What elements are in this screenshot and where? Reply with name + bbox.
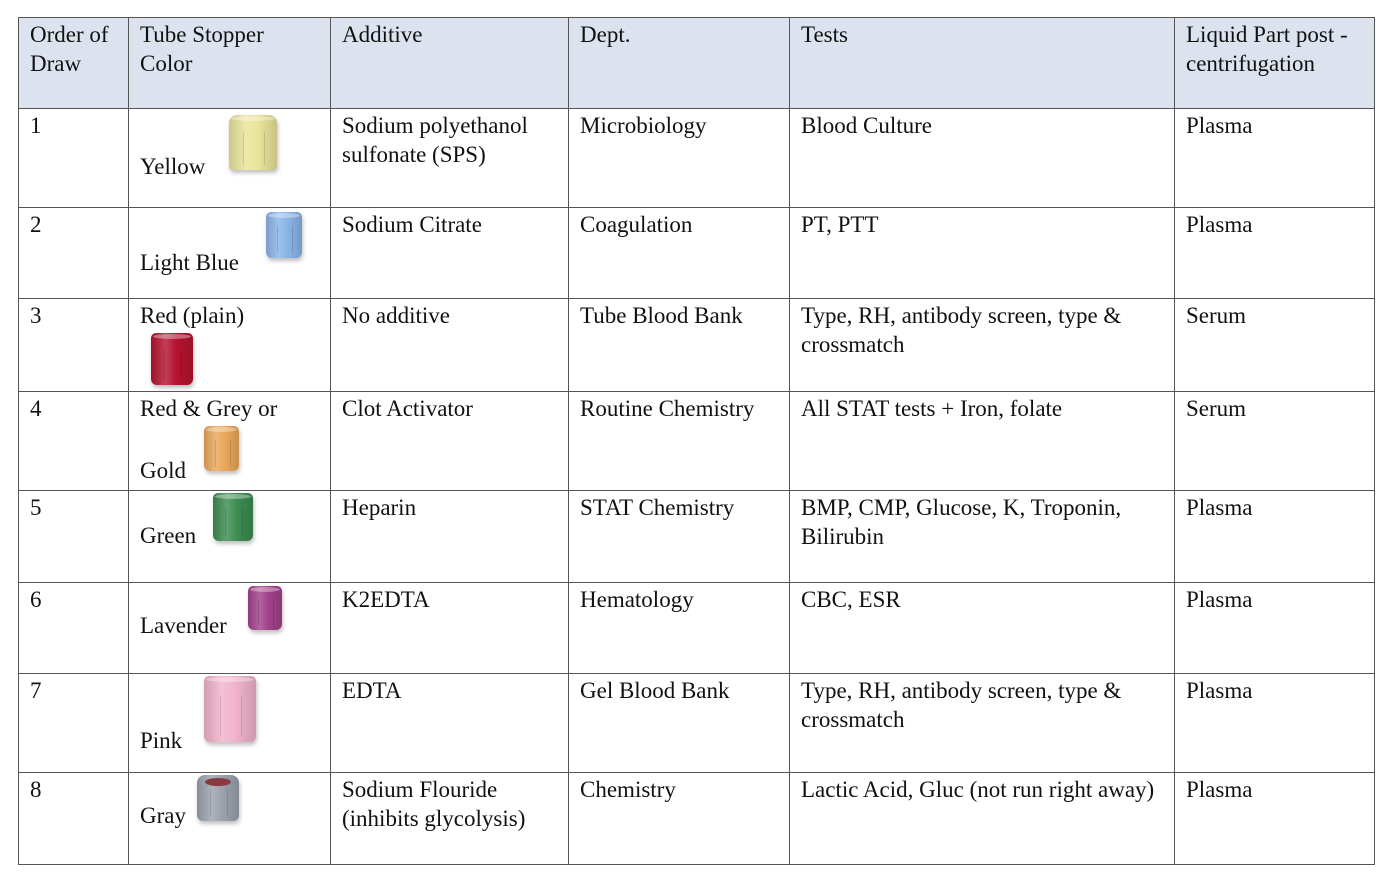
stopper-color-label-line2: Gold — [140, 458, 186, 483]
order-cell: 7 — [18, 673, 129, 773]
order-cell: 1 — [18, 108, 129, 208]
dept-cell: Coagulation — [568, 207, 790, 299]
stopper-color-label: Lavender — [140, 613, 227, 638]
table-row: 1 Yellow Sodium polyethanol sulfonate (S… — [18, 108, 1375, 208]
green-tube-cap-icon — [213, 493, 253, 541]
liquid-cell: Plasma — [1174, 108, 1375, 208]
header-dept: Dept. — [568, 17, 790, 109]
stopper-color-cell: Green — [128, 490, 331, 583]
table-row: 2 Light Blue Sodium Citrate Coagulation … — [18, 207, 1375, 299]
liquid-cell: Plasma — [1174, 673, 1375, 773]
additive-cell: Sodium Flouride (inhibits glycolysis) — [330, 772, 569, 865]
table-row: 6 Lavender K2EDTA Hematology CBC, ESR Pl… — [18, 582, 1375, 674]
dept-cell: Hematology — [568, 582, 790, 674]
additive-cell: Clot Activator — [330, 391, 569, 491]
table-row: 7 Pink EDTA Gel Blood Bank Type, RH, ant… — [18, 673, 1375, 773]
tests-cell: All STAT tests + Iron, folate — [789, 391, 1175, 491]
yellow-tube-cap-icon — [229, 115, 277, 170]
stopper-color-cell: Red (plain) — [128, 298, 331, 392]
dept-cell: Microbiology — [568, 108, 790, 208]
header-additive: Additive — [330, 17, 569, 109]
stopper-color-label: Red & Grey or — [140, 394, 320, 423]
header-tube-stopper-color: Tube Stopper Color — [128, 17, 331, 109]
tests-cell: CBC, ESR — [789, 582, 1175, 674]
tests-cell: PT, PTT — [789, 207, 1175, 299]
stopper-color-cell: Yellow — [128, 108, 331, 208]
liquid-cell: Plasma — [1174, 207, 1375, 299]
liquid-cell: Plasma — [1174, 772, 1375, 865]
liquid-cell: Serum — [1174, 298, 1375, 392]
liquid-cell: Plasma — [1174, 490, 1375, 583]
table-row: 8 Gray Sodium Flouride (inhibits glycoly… — [18, 772, 1375, 865]
stopper-color-label: Light Blue — [140, 250, 240, 275]
liquid-cell: Serum — [1174, 391, 1375, 491]
gray-tube-cap-icon — [197, 775, 239, 821]
table-row: 5 Green Heparin STAT Chemistry BMP, CMP,… — [18, 490, 1375, 583]
order-of-draw-table: Order of Draw Tube Stopper Color Additiv… — [18, 17, 1375, 865]
stopper-color-label: Green — [140, 523, 197, 548]
stopper-color-label: Pink — [140, 728, 183, 753]
stopper-color-label-line1: Red & Grey or — [140, 396, 278, 421]
dept-cell: Chemistry — [568, 772, 790, 865]
header-liquid-part: Liquid Part post - centrifugation — [1174, 17, 1375, 109]
stopper-color-label: Red (plain) — [140, 303, 245, 328]
dept-cell: Gel Blood Bank — [568, 673, 790, 773]
table-row: 3 Red (plain) No additive Tube Blood Ban… — [18, 298, 1375, 392]
stopper-color-cell: Light Blue — [128, 207, 331, 299]
tests-cell: Type, RH, antibody screen, type & crossm… — [789, 673, 1175, 773]
table-row: 4 Red & Grey or Gold Clot Activator Rout… — [18, 391, 1375, 491]
order-cell: 3 — [18, 298, 129, 392]
additive-cell: EDTA — [330, 673, 569, 773]
stopper-color-cell: Red & Grey or Gold — [128, 391, 331, 491]
header-order-of-draw: Order of Draw — [18, 17, 129, 109]
order-cell: 5 — [18, 490, 129, 583]
stopper-color-cell: Lavender — [128, 582, 331, 674]
header-row: Order of Draw Tube Stopper Color Additiv… — [18, 17, 1375, 109]
additive-cell: Heparin — [330, 490, 569, 583]
dept-cell: Routine Chemistry — [568, 391, 790, 491]
additive-cell: No additive — [330, 298, 569, 392]
order-cell: 6 — [18, 582, 129, 674]
tests-cell: Blood Culture — [789, 108, 1175, 208]
order-cell: 2 — [18, 207, 129, 299]
stopper-color-cell: Gray — [128, 772, 331, 865]
additive-cell: Sodium Citrate — [330, 207, 569, 299]
additive-cell: K2EDTA — [330, 582, 569, 674]
gold-tube-cap-icon — [204, 426, 239, 471]
tests-cell: BMP, CMP, Glucose, K, Troponin, Bilirubi… — [789, 490, 1175, 583]
tests-cell: Lactic Acid, Gluc (not run right away) — [789, 772, 1175, 865]
red-tube-cap-icon — [151, 333, 193, 385]
stopper-color-cell: Pink — [128, 673, 331, 773]
stopper-color-label: Gray — [140, 803, 186, 828]
additive-cell: Sodium polyethanol sulfonate (SPS) — [330, 108, 569, 208]
dept-cell: STAT Chemistry — [568, 490, 790, 583]
pink-tube-cap-icon — [204, 676, 256, 742]
lavender-tube-cap-icon — [248, 586, 282, 630]
light-blue-tube-cap-icon — [266, 212, 302, 258]
tests-cell: Type, RH, antibody screen, type & crossm… — [789, 298, 1175, 392]
liquid-cell: Plasma — [1174, 582, 1375, 674]
stopper-color-label: Yellow — [140, 154, 206, 179]
order-cell: 8 — [18, 772, 129, 865]
dept-cell: Tube Blood Bank — [568, 298, 790, 392]
order-cell: 4 — [18, 391, 129, 491]
header-tests: Tests — [789, 17, 1175, 109]
